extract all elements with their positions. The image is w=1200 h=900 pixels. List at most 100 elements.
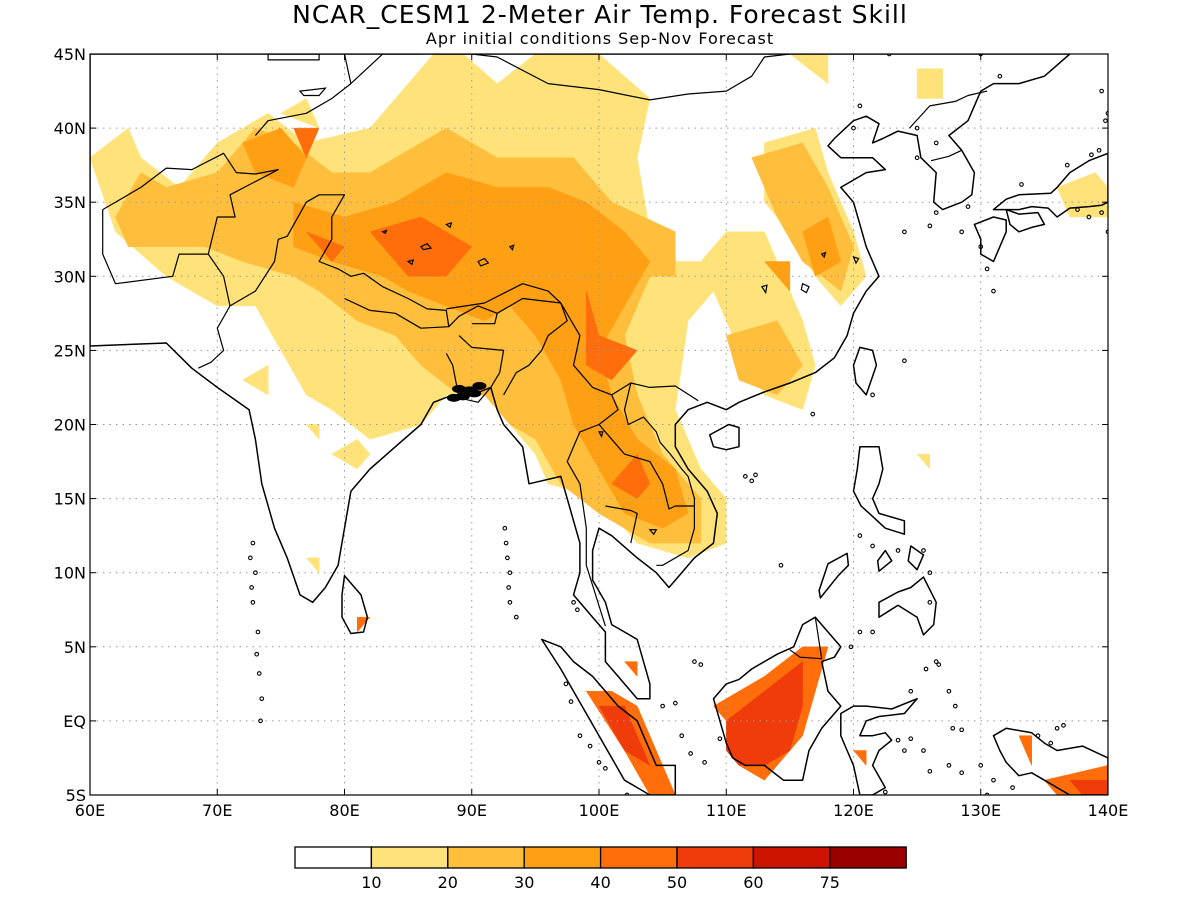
- colorbar-swatch: [599, 846, 678, 869]
- skill-region-level-1: [305, 424, 320, 440]
- island-outline: [624, 792, 630, 795]
- island-outline: [1061, 722, 1066, 728]
- skill-region-level-5: [726, 661, 803, 766]
- colorbar-label: 50: [667, 873, 687, 892]
- coastline: [907, 545, 925, 571]
- lake-outline: [445, 222, 453, 229]
- island-outline: [571, 599, 576, 605]
- island-outline: [672, 700, 678, 706]
- skill-region-level-1: [331, 438, 371, 470]
- lon-tick-label: 80E: [329, 801, 359, 820]
- island-outline: [502, 525, 508, 531]
- island-outline: [857, 629, 863, 635]
- island-outline: [778, 562, 784, 568]
- island-outline: [857, 533, 863, 539]
- colorbar: 10 20 30 40 50 60 75: [294, 846, 907, 892]
- island-outline: [1096, 147, 1102, 153]
- country-border: [254, 54, 352, 136]
- island-outline: [563, 681, 569, 687]
- coastline: [992, 152, 1108, 218]
- skill-region-level-4: [293, 127, 320, 159]
- skill-region-level-4: [586, 291, 638, 381]
- island-outline: [959, 770, 965, 776]
- island-outline: [933, 659, 939, 664]
- skill-region-level-1: [305, 557, 320, 574]
- island-outline: [927, 223, 933, 229]
- island-outline: [660, 703, 665, 709]
- island-outline: [952, 703, 958, 709]
- country-border: [448, 305, 498, 328]
- colorbar-swatch: [447, 846, 525, 869]
- lat-tick-label: 45N: [54, 45, 86, 64]
- island-outline: [1075, 207, 1080, 212]
- coastline: [840, 697, 918, 795]
- map-axes: 60E 70E 80E 90E 100E 110E 120E 130E 140E 45N 40N 35…: [54, 45, 1129, 820]
- island-outline: [596, 760, 602, 765]
- island-outline: [933, 140, 939, 146]
- island-outline: [1086, 214, 1092, 220]
- country-border: [496, 297, 568, 396]
- island-outline: [902, 229, 907, 235]
- skill-region-level-1: [916, 453, 931, 470]
- island-outline: [1010, 785, 1015, 790]
- island-outline: [250, 540, 256, 546]
- island-outline: [848, 644, 854, 650]
- colorbar-swatch: [676, 846, 755, 869]
- lon-tick-label: 60E: [75, 801, 105, 820]
- lat-tick-label: 20N: [54, 416, 86, 435]
- island-outline: [749, 478, 755, 484]
- lakes: [267, 54, 860, 536]
- lat-tick-label: 30N: [54, 267, 86, 286]
- lat-tick-label: 40N: [54, 119, 86, 138]
- island-outline: [870, 543, 875, 549]
- colorbar-swatch: [370, 846, 449, 869]
- island-outline: [587, 743, 593, 749]
- island-outline: [851, 125, 856, 131]
- skill-field: [90, 54, 1108, 795]
- island-outline: [1054, 725, 1060, 731]
- skill-region-level-4: [1018, 735, 1032, 766]
- lake-outline: [800, 282, 810, 294]
- colorbar-label: 60: [743, 873, 763, 892]
- island-outline: [902, 358, 907, 364]
- figure-title: NCAR_CESM1 2-Meter Air Temp. Forecast Sk…: [292, 0, 908, 29]
- island-outline: [933, 210, 939, 215]
- island-outline: [895, 737, 901, 743]
- island-outline: [258, 718, 263, 724]
- island-outline: [507, 570, 513, 576]
- coastline: [712, 616, 842, 781]
- coastline: [852, 346, 878, 396]
- colorbar-label: 20: [438, 873, 458, 892]
- country-border: [350, 54, 421, 85]
- island-outline: [698, 662, 704, 667]
- country-border: [446, 283, 562, 310]
- lake-outline: [381, 229, 388, 235]
- island-outline: [513, 614, 519, 620]
- island-outline: [1019, 182, 1024, 187]
- island-outline: [927, 570, 933, 576]
- skill-region-level-4: [623, 661, 638, 678]
- lat-tick-label: 25N: [54, 341, 86, 360]
- skill-region-level-3: [802, 216, 842, 277]
- island-outline: [717, 736, 723, 742]
- lake-outline: [820, 251, 827, 259]
- island-outline: [507, 599, 513, 605]
- lon-tick-label: 100E: [579, 801, 620, 820]
- lat-tick-label: 5N: [64, 638, 86, 657]
- river-delta-mark: [462, 386, 477, 395]
- coastline: [540, 638, 677, 795]
- country-border: [930, 149, 962, 162]
- figure-subtitle: Apr initial conditions Sep-Nov Forecast: [425, 29, 775, 48]
- island-outline: [902, 748, 907, 753]
- country-border: [789, 617, 823, 660]
- lake-outline: [508, 244, 515, 251]
- island-outline: [1089, 152, 1094, 158]
- island-outline: [959, 727, 965, 733]
- country-border: [623, 382, 696, 506]
- colorbar-label: 30: [514, 873, 534, 892]
- island-outline: [997, 73, 1003, 79]
- island-outline: [870, 629, 875, 635]
- country-border: [598, 424, 696, 566]
